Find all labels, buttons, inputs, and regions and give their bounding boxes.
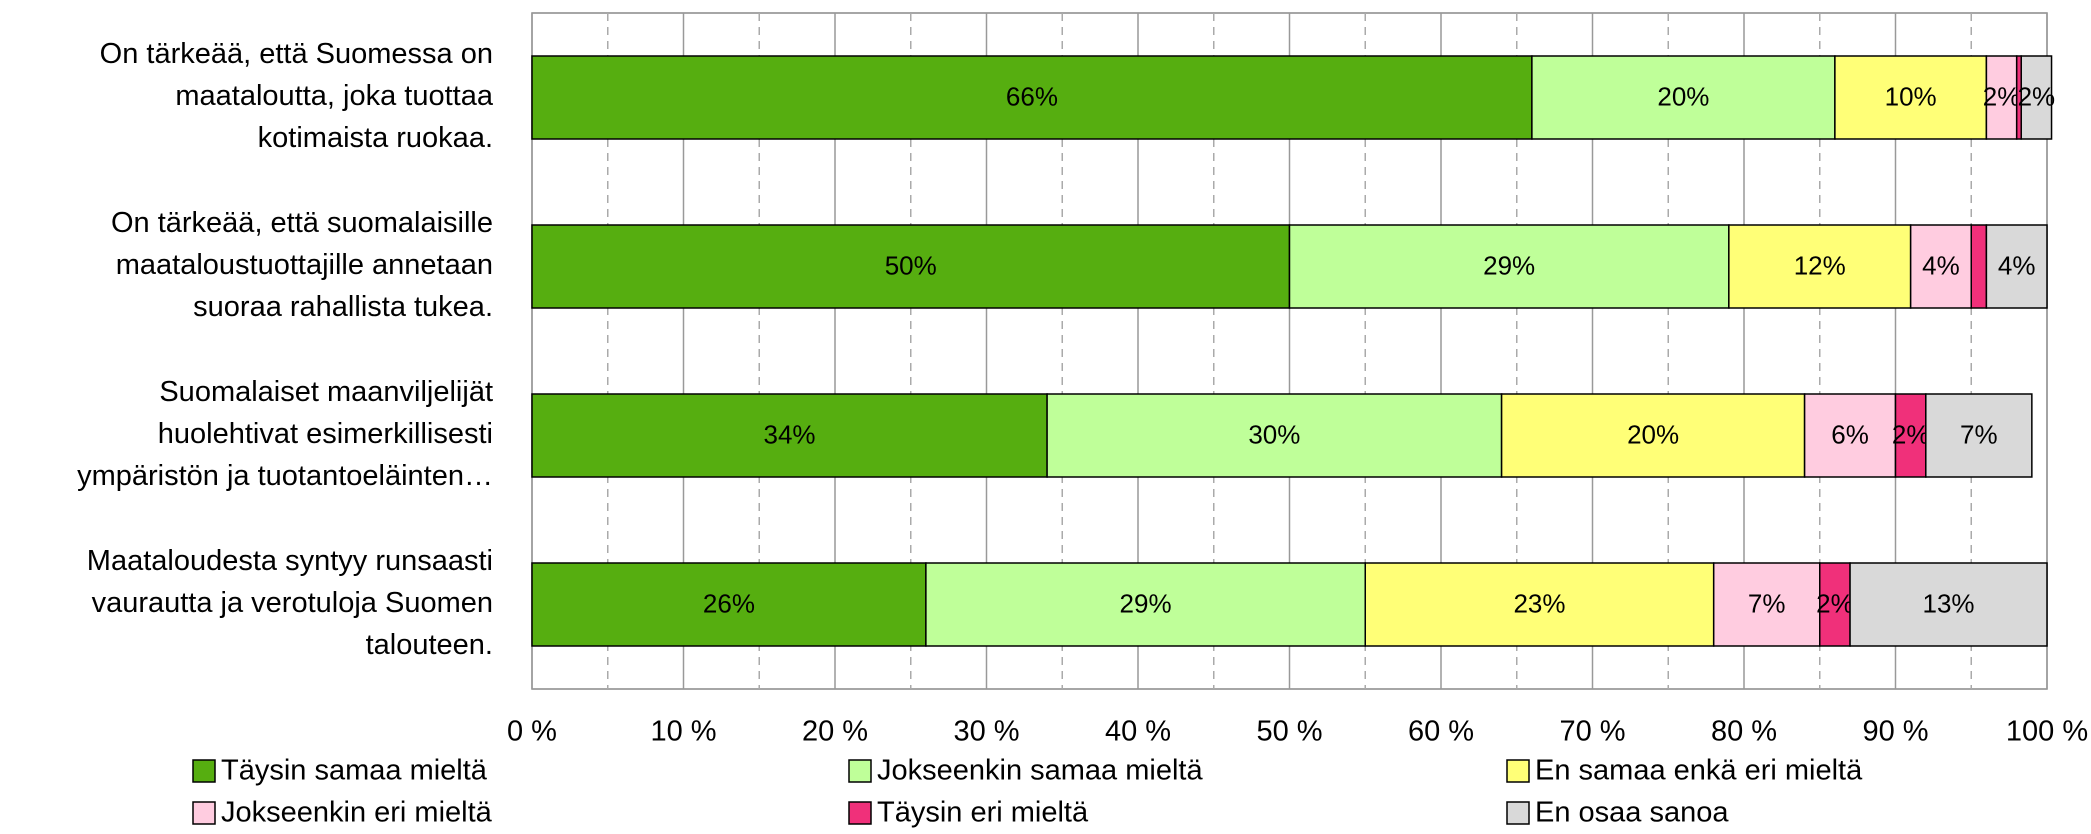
legend-label: Täysin eri mieltä [877, 797, 1089, 829]
legend-label: Jokseenkin eri mieltä [221, 797, 493, 829]
category-label: maataloutta, joka tuottaa [175, 80, 493, 112]
bar-segment [1985, 224, 2048, 309]
bar-segment [1803, 393, 1897, 478]
value-label: 2% [2018, 81, 2056, 111]
value-label: 7% [1960, 419, 1998, 449]
bar-segment [1970, 224, 1988, 309]
value-label: 12% [1794, 250, 1846, 280]
bar-segment [1909, 224, 1973, 309]
bar-segment [1288, 224, 1730, 309]
value-label: 2% [1892, 419, 1930, 449]
value-label: 6% [1831, 419, 1869, 449]
bar-segment [925, 562, 1367, 647]
category-label: vaurautta ja verotuloja Suomen [92, 587, 493, 619]
x-tick-label: 90 % [1862, 716, 1928, 748]
legend-swatch [848, 759, 872, 783]
legend-label: En samaa enkä eri mieltä [1535, 755, 1863, 787]
x-tick-label: 100 % [2006, 716, 2088, 748]
legend-swatch [192, 759, 216, 783]
value-label: 29% [1120, 588, 1172, 618]
x-tick-label: 70 % [1559, 716, 1625, 748]
x-tick-label: 0 % [507, 716, 557, 748]
bar-segment [2020, 55, 2053, 140]
value-label: 30% [1248, 419, 1300, 449]
category-label: talouteen. [366, 629, 493, 661]
value-label: 29% [1483, 250, 1535, 280]
bar-segment [1728, 224, 1912, 309]
value-label: 13% [1923, 588, 1975, 618]
value-label: 20% [1657, 81, 1709, 111]
value-label: 2% [1983, 81, 2021, 111]
bar-segment [1849, 562, 2048, 647]
category-label: kotimaista ruokaa. [258, 122, 493, 154]
bar-segment [1364, 562, 1715, 647]
bar-segment [1712, 562, 1821, 647]
value-label: 66% [1006, 81, 1058, 111]
bar-segment [1819, 562, 1851, 647]
x-tick-label: 10 % [650, 716, 716, 748]
bar-segment [531, 55, 1533, 140]
value-label: 50% [885, 250, 937, 280]
x-tick-label: 40 % [1105, 716, 1171, 748]
category-label: huolehtivat esimerkillisesti [158, 418, 493, 450]
bar-segment [1046, 393, 1503, 478]
bar-segment [531, 393, 1048, 478]
legend-swatch [848, 801, 872, 825]
legend-swatch [1506, 801, 1530, 825]
category-label: Maataloudesta syntyy runsaasti [87, 545, 493, 577]
bar-segment [531, 562, 927, 647]
x-tick-label: 50 % [1256, 716, 1322, 748]
bar-segment [1834, 55, 1988, 140]
legend-label: Jokseenkin samaa mieltä [877, 755, 1203, 787]
category-label: suoraa rahallista tukea. [193, 291, 493, 323]
value-label: 20% [1627, 419, 1679, 449]
x-tick-label: 60 % [1408, 716, 1474, 748]
category-label: Suomalaiset maanviljelijät [159, 376, 493, 408]
category-label: On tärkeää, että Suomessa on [100, 38, 493, 70]
value-label: 7% [1748, 588, 1786, 618]
bar-segment [531, 224, 1291, 309]
value-label: 4% [1922, 250, 1960, 280]
category-label: On tärkeää, että suomalaisille [111, 207, 493, 239]
value-label: 23% [1513, 588, 1565, 618]
bar-segment [1500, 393, 1806, 478]
x-tick-label: 80 % [1711, 716, 1777, 748]
value-label: 2% [1816, 588, 1854, 618]
category-label: maataloustuottajille annetaan [116, 249, 493, 281]
bar-segment [1894, 393, 1927, 478]
legend-label: Täysin samaa mieltä [221, 755, 488, 787]
legend-label: En osaa sanoa [1535, 797, 1729, 829]
legend-swatch [192, 801, 216, 825]
bar-segment [1531, 55, 1836, 140]
value-label: 34% [764, 419, 816, 449]
value-label: 4% [1998, 250, 2036, 280]
x-tick-label: 20 % [802, 716, 868, 748]
bar-segment [1925, 393, 2033, 478]
legend-swatch [1506, 759, 1530, 783]
value-label: 10% [1885, 81, 1937, 111]
value-label: 26% [703, 588, 755, 618]
category-label: ympäristön ja tuotantoeläinten… [77, 460, 493, 492]
x-tick-label: 30 % [953, 716, 1019, 748]
